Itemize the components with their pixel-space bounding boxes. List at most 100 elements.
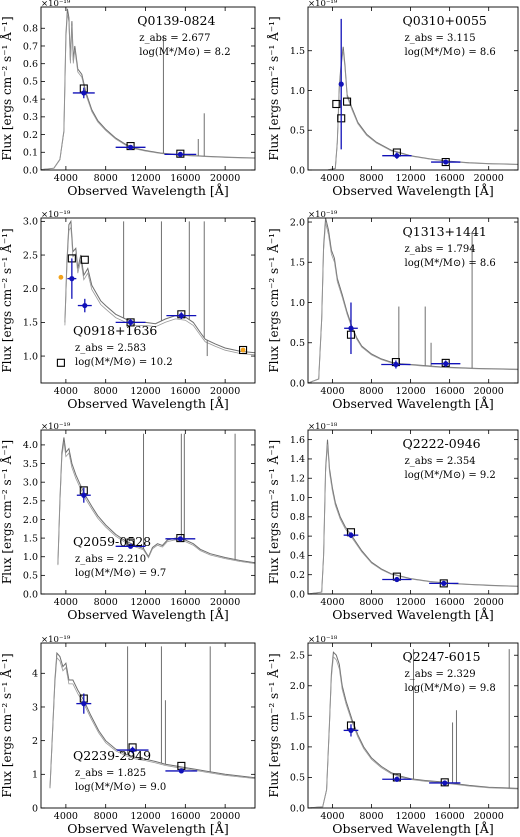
- photometry-point: [348, 727, 354, 733]
- quasar-label: Q2059-0528: [73, 534, 151, 549]
- spectrum-line: [57, 437, 255, 565]
- photometry-point: [348, 325, 354, 331]
- axes-frame: [307, 642, 519, 809]
- x-tick-label: 12000: [130, 386, 160, 397]
- x-tick-label: 20000: [210, 173, 240, 184]
- spectrum-line: [49, 651, 255, 788]
- scale-label: ×10⁻¹⁹: [308, 0, 338, 9]
- x-tick-label: 16000: [170, 597, 200, 608]
- y-tick-label: 0.0: [290, 803, 305, 814]
- model-marker: [343, 97, 352, 106]
- x-tick-label: 12000: [395, 386, 425, 397]
- z-abs-label: z_abs = 3.115: [405, 33, 476, 44]
- panel-q0310-0055: 4000 8000 12000 16000 20000 0.0 0.5 1.0 1.5 ×10⁻¹…: [290, 0, 519, 198]
- quasar-label: Q0310+0055: [403, 13, 487, 28]
- y-axis-label: Flux [ergs cm⁻² s⁻¹ Å⁻¹]: [0, 653, 14, 797]
- spectrum-line-alt: [308, 50, 518, 170]
- photometry-point: [127, 319, 134, 325]
- y-tick-label: 0.5: [23, 571, 38, 582]
- x-tick-label: 16000: [435, 173, 465, 184]
- y-tick-label: 4: [32, 669, 38, 680]
- panel-q2247-6015: 4000 8000 12000 16000 20000 0.0 0.5 1.0 1.5 2.0 2.…: [290, 635, 519, 836]
- y-tick-label: 0.5: [290, 126, 305, 137]
- photometry-point: [338, 81, 344, 87]
- photometry-point: [443, 361, 449, 367]
- x-axis-label: Observed Wavelength [Å]: [67, 183, 228, 198]
- photometry-point: [81, 701, 87, 707]
- y-tick-label: 0.6: [290, 531, 305, 542]
- y-tick-label: 1.5: [23, 318, 38, 329]
- x-tick-label: 8000: [94, 597, 118, 608]
- y-tick-label: 3.0: [23, 477, 38, 488]
- y-tick-label: 4.0: [23, 440, 38, 451]
- y-axis-label: Flux [ergs cm⁻² s⁻¹ Å⁻¹]: [266, 653, 281, 797]
- quasar-label: Q0139-0824: [137, 13, 215, 28]
- photometry-point: [81, 90, 87, 96]
- plot-area: [56, 219, 255, 367]
- x-tick-label: 8000: [94, 386, 118, 397]
- y-tick-label: 1: [32, 770, 38, 781]
- photometry-point: [82, 302, 88, 309]
- x-tick-label: 4000: [54, 811, 78, 822]
- y-tick-label: 3.5: [23, 459, 38, 470]
- x-tick-label: 8000: [94, 811, 118, 822]
- x-tick-label: 16000: [170, 173, 200, 184]
- axes-frame: [307, 6, 519, 171]
- axes-frame: [307, 429, 519, 595]
- y-tick-label: 1.5: [290, 712, 305, 723]
- plot-area: [308, 439, 518, 594]
- z-abs-label: z_abs = 1.794: [405, 244, 476, 255]
- x-tick-label: 8000: [359, 386, 383, 397]
- photometry-point: [69, 276, 75, 282]
- axes-frame: [40, 6, 256, 171]
- axes-frame: [307, 217, 519, 384]
- y-tick-label: 1.5: [290, 46, 305, 57]
- scale-label: ×10⁻¹⁹: [41, 210, 71, 220]
- plot-area: [57, 433, 255, 566]
- y-tick-label: 1.0: [23, 552, 38, 563]
- y-tick-label: 0.0: [290, 589, 305, 600]
- stellar-mass-label: log(M*/M⊙) = 8.2: [139, 47, 230, 58]
- x-tick-label: 4000: [320, 597, 344, 608]
- y-tick-label: 2.5: [23, 250, 38, 261]
- photometry-point: [178, 313, 184, 319]
- y-tick-label: 0.5: [290, 338, 305, 349]
- x-axis-label: Observed Wavelength [Å]: [332, 396, 493, 411]
- y-tick-label: 3.0: [23, 217, 38, 228]
- y-tick-label: 0.0: [23, 165, 38, 176]
- y-tick-label: 1.0: [290, 742, 305, 753]
- x-tick-label: 4000: [54, 597, 78, 608]
- y-tick-label: 0.1: [23, 148, 38, 159]
- y-tick-label: 2.0: [290, 681, 305, 692]
- spectrum-line: [308, 218, 518, 383]
- y-tick-label: 0.5: [290, 773, 305, 784]
- photometry-point: [178, 768, 184, 774]
- plot-area: [308, 18, 518, 170]
- z-abs-label: z_abs = 2.210: [75, 554, 146, 565]
- photometry-point: [394, 776, 400, 782]
- scale-label: ×10⁻¹⁹: [41, 635, 71, 645]
- scale-label: ×10⁻¹⁸: [308, 422, 338, 432]
- x-tick-label: 20000: [474, 597, 504, 608]
- y-tick-label: 0.6: [23, 59, 38, 70]
- stellar-mass-label: log(M*/M⊙) = 8.6: [405, 47, 496, 58]
- extra-point: [240, 347, 246, 353]
- z-abs-label: z_abs = 2.583: [75, 343, 146, 354]
- y-tick-label: 0: [32, 803, 38, 814]
- x-tick-label: 8000: [359, 811, 383, 822]
- panel-q2059-0528: 4000 8000 12000 16000 20000 0.0 0.5 1.0 1.5 2.0 2.…: [23, 422, 256, 622]
- y-tick-label: 3: [32, 702, 38, 713]
- photometry-point: [177, 536, 183, 542]
- model-marker: [56, 358, 65, 367]
- model-marker: [80, 255, 89, 264]
- scale-label: ×10⁻¹⁹: [41, 422, 71, 432]
- x-tick-label: 16000: [170, 386, 200, 397]
- y-tick-label: 0.4: [290, 551, 305, 562]
- y-tick-label: 1.0: [23, 351, 38, 362]
- quasar-label: Q2222-0946: [403, 436, 481, 451]
- x-axis-label: Observed Wavelength [Å]: [67, 607, 228, 622]
- y-tick-label: 0.3: [23, 112, 38, 123]
- stellar-mass-label: log(M*/M⊙) = 9.0: [75, 782, 166, 793]
- y-tick-label: 1.0: [290, 298, 305, 309]
- x-tick-label: 8000: [94, 173, 118, 184]
